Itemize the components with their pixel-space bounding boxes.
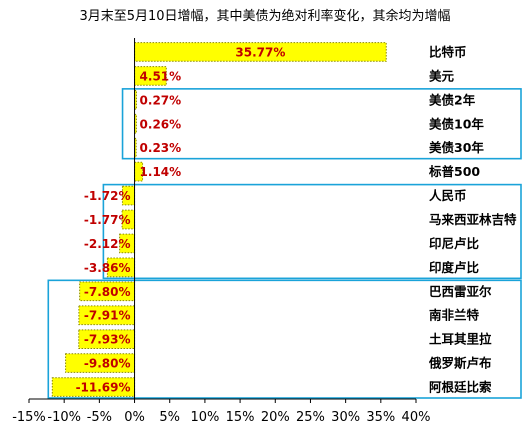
x-tick-label: 0% xyxy=(124,410,145,425)
bars xyxy=(51,42,387,397)
data-label: -11.69% xyxy=(76,381,131,395)
bar xyxy=(78,305,136,326)
group-box-2 xyxy=(102,183,522,280)
x-tick-label: 15% xyxy=(226,410,255,425)
category-label: 美元 xyxy=(429,68,455,83)
data-label: 0.23% xyxy=(140,141,182,155)
x-tick-label: 25% xyxy=(296,410,325,425)
data-label: -7.80% xyxy=(84,285,131,299)
category-label: 俄罗斯卢布 xyxy=(428,356,492,371)
category-label: 马来西亚林吉特 xyxy=(429,212,517,227)
x-tick-label: 35% xyxy=(366,410,395,425)
bar xyxy=(134,113,137,134)
category-label: 印度卢比 xyxy=(429,260,480,275)
category-label: 南非兰特 xyxy=(429,308,480,323)
x-tick-label: 5% xyxy=(159,410,180,425)
x-tick-label: 30% xyxy=(331,410,360,425)
data-label: -7.91% xyxy=(84,309,131,323)
group-box-3 xyxy=(47,279,522,399)
category-label: 美债10年 xyxy=(429,116,484,131)
data-label: 1.14% xyxy=(140,165,182,179)
x-tick-label: -15% xyxy=(12,410,46,425)
category-label: 标普500 xyxy=(428,164,480,179)
category-label: 美债2年 xyxy=(429,92,476,107)
x-axis: -15% -10% -5% 0% 5% 10% 15% 20% 25% 30% 35% 40% xyxy=(12,38,430,425)
category-label: 美债30年 xyxy=(429,140,484,155)
data-label: -1.72% xyxy=(84,189,131,203)
category-label: 阿根廷比索 xyxy=(429,380,492,395)
data-label: -7.93% xyxy=(84,333,131,347)
bar xyxy=(78,329,136,350)
group-boxes xyxy=(47,88,522,399)
x-tick-label: -10% xyxy=(47,410,81,425)
data-label: 0.27% xyxy=(140,93,182,107)
bar xyxy=(51,377,136,397)
category-label: 印尼卢比 xyxy=(429,236,480,251)
data-label: 0.26% xyxy=(140,117,182,131)
data-labels: 35.77% 4.51% 0.27% 0.26% 0.23% 1.14% -1.72% -1.… xyxy=(76,45,286,394)
data-label: 4.51% xyxy=(140,69,182,83)
data-label: -1.77% xyxy=(84,213,131,227)
data-label: 35.77% xyxy=(235,45,285,59)
chart-title: 3月末至5月10日增幅，其中美债为绝对利率变化，其余均为增幅 xyxy=(79,8,450,24)
category-label: 土耳其里拉 xyxy=(429,332,492,347)
bar xyxy=(134,161,144,182)
category-label: 人民币 xyxy=(429,188,467,203)
category-label: 比特币 xyxy=(429,44,467,59)
bar xyxy=(134,89,137,110)
data-label: -3.86% xyxy=(84,261,131,275)
x-tick-label: 20% xyxy=(261,410,290,425)
data-label: -9.80% xyxy=(84,357,131,371)
x-tick-label: 40% xyxy=(402,410,431,425)
data-label: -2.12% xyxy=(84,237,131,251)
x-tick-label: -5% xyxy=(87,410,112,425)
category-label: 巴西雷亚尔 xyxy=(429,284,492,299)
group-box-1 xyxy=(121,88,522,160)
x-tick-label: 10% xyxy=(190,410,219,425)
